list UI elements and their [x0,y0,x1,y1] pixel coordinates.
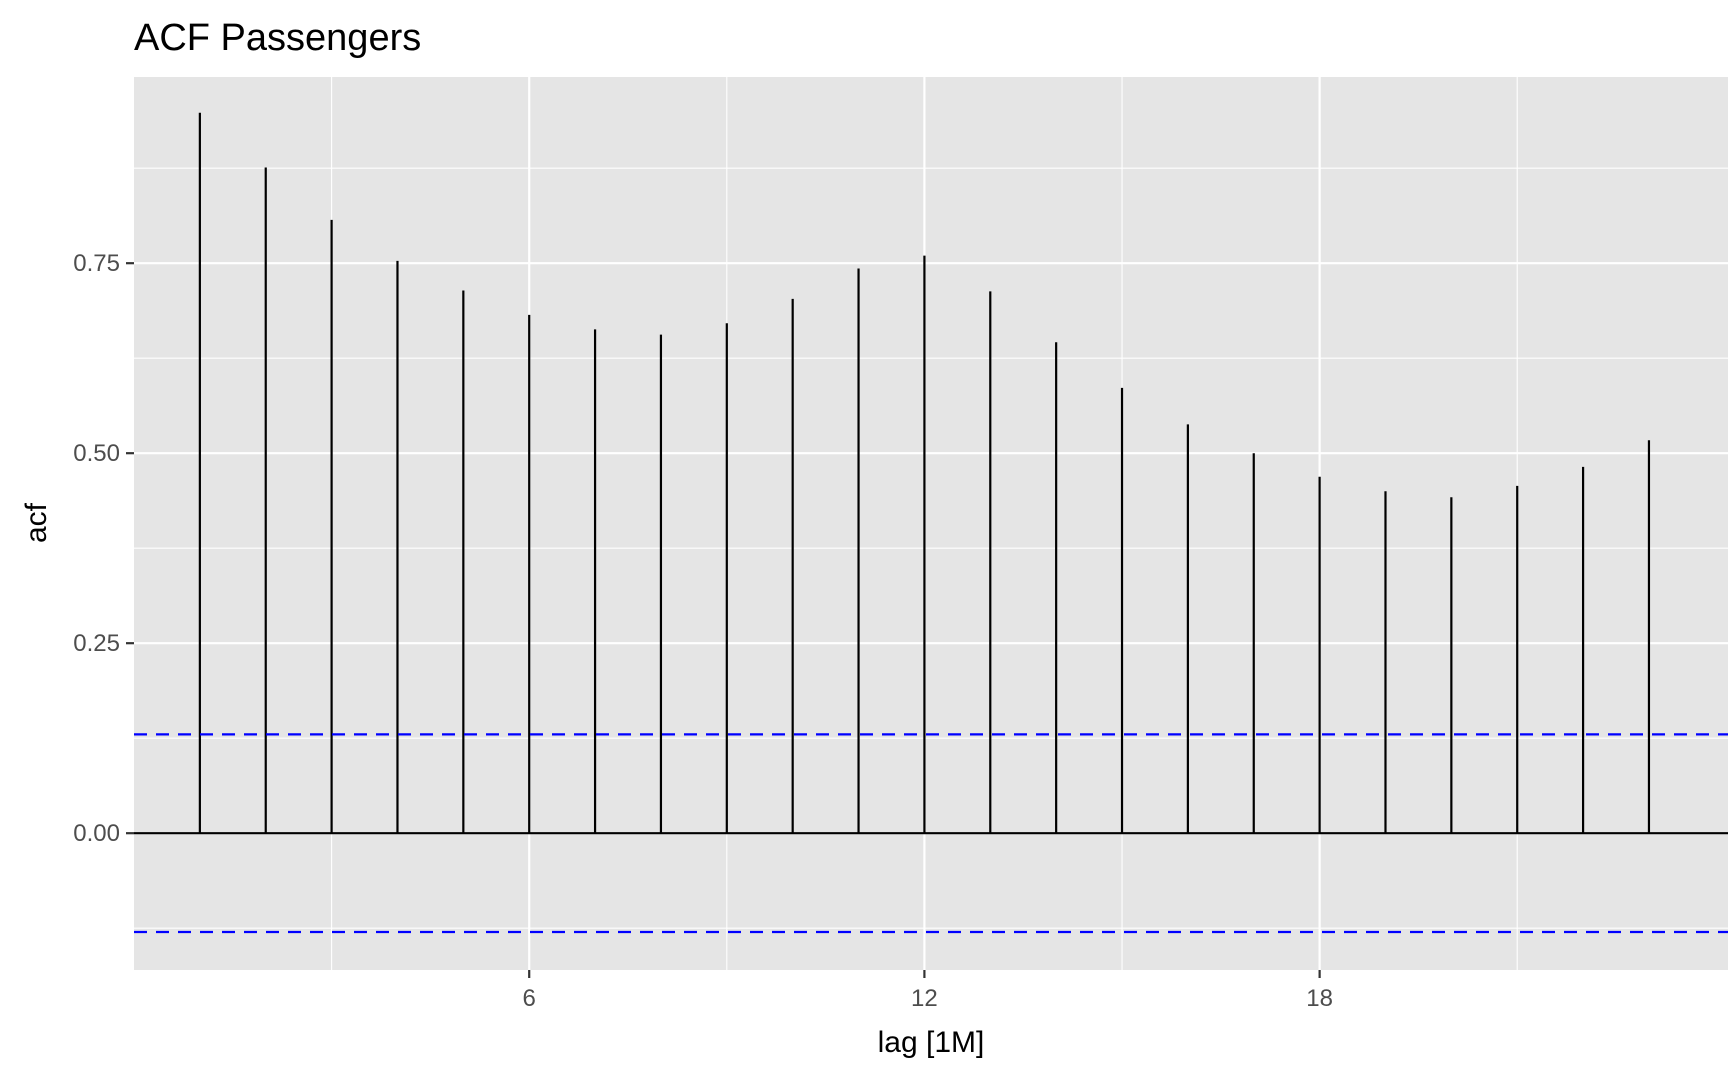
y-axis: 0.00 0.25 0.50 0.75 [73,250,134,847]
x-axis: 6 12 18 [523,970,1333,1012]
chart-title: ACF Passengers [134,17,421,59]
y-axis-title: acf [20,502,53,543]
x-tick-label: 6 [523,985,536,1012]
plot-panel [134,77,1728,970]
x-tick-label: 18 [1306,985,1333,1012]
minor-grid [134,77,1728,970]
acf-bars [198,112,1651,834]
x-axis-title: lag [1M] [878,1026,985,1059]
reference-lines [134,733,1728,934]
y-tick-label: 0.50 [73,440,120,467]
x-tick-label: 12 [911,985,938,1012]
y-tick-label: 0.25 [73,630,120,657]
y-tick-label: 0.00 [73,820,120,847]
y-tick-label: 0.75 [73,250,120,277]
